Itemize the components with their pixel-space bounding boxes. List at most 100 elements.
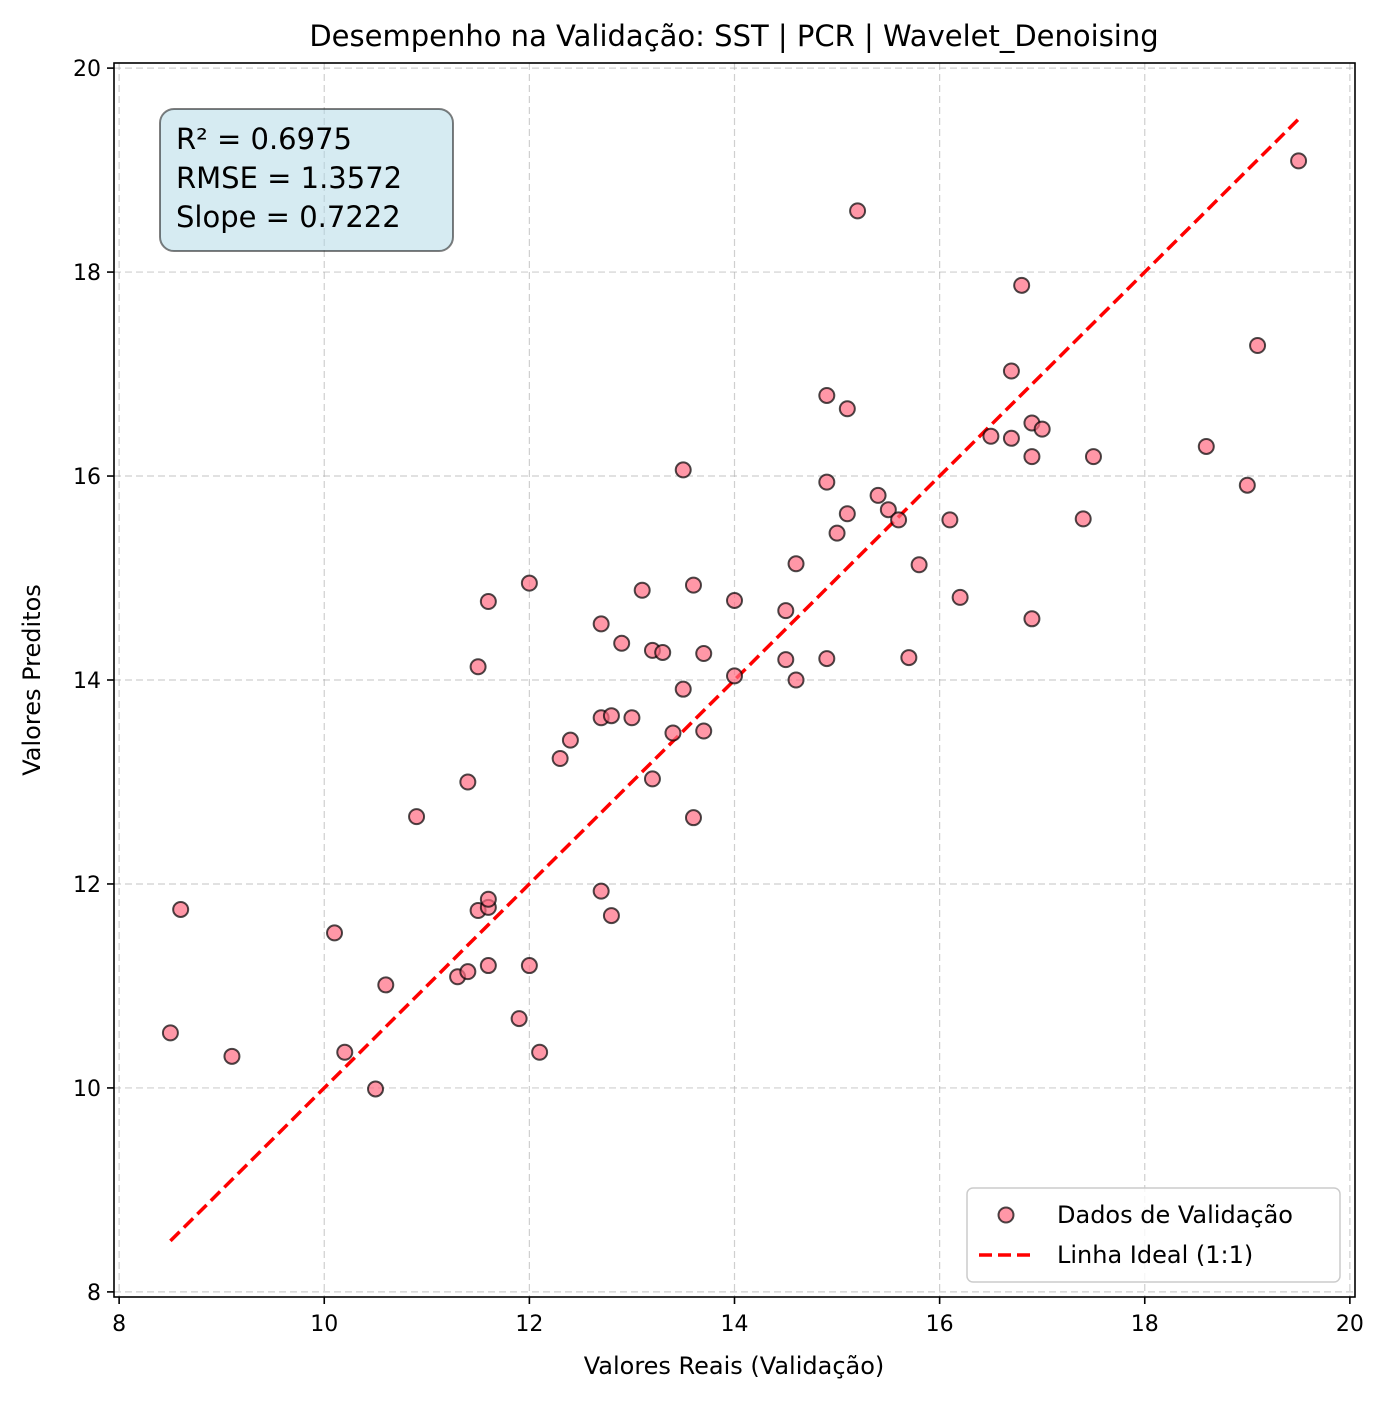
data-point bbox=[982, 427, 1000, 445]
data-point bbox=[459, 773, 477, 791]
x-tick-label: 12 bbox=[515, 1312, 543, 1337]
data-point bbox=[326, 924, 344, 942]
data-point bbox=[623, 709, 641, 727]
x-tick-label: 10 bbox=[310, 1312, 338, 1337]
data-point bbox=[479, 592, 497, 610]
legend-marker-validation bbox=[997, 1206, 1015, 1224]
data-point bbox=[818, 473, 836, 491]
data-point bbox=[1290, 152, 1308, 170]
stats-rmse: RMSE = 1.3572 bbox=[176, 161, 402, 195]
stats-slope: Slope = 0.7222 bbox=[176, 200, 401, 234]
y-tick-label: 14 bbox=[73, 669, 101, 694]
data-point bbox=[664, 724, 682, 742]
validation-points-series bbox=[161, 152, 1308, 1098]
data-point bbox=[1084, 448, 1102, 466]
data-point bbox=[479, 957, 497, 975]
data-point bbox=[910, 556, 928, 574]
data-point bbox=[613, 634, 631, 652]
data-point bbox=[1013, 276, 1031, 294]
data-point bbox=[643, 770, 661, 788]
x-axis-ticks: 8 10 12 14 16 18 20 bbox=[112, 1297, 1364, 1337]
data-point bbox=[531, 1043, 549, 1061]
data-point bbox=[551, 750, 569, 768]
data-point bbox=[1197, 437, 1215, 455]
x-tick-label: 16 bbox=[926, 1312, 954, 1337]
data-point bbox=[879, 501, 897, 519]
data-point bbox=[377, 976, 395, 994]
legend-label-validation: Dados de Validação bbox=[1057, 1201, 1293, 1229]
data-point bbox=[818, 386, 836, 404]
data-point bbox=[469, 658, 487, 676]
data-point bbox=[1033, 420, 1051, 438]
data-point bbox=[787, 555, 805, 573]
data-point bbox=[520, 574, 538, 592]
data-point bbox=[726, 667, 743, 685]
data-point bbox=[838, 400, 856, 418]
data-point bbox=[1238, 476, 1256, 494]
y-axis-ticks: 8 10 12 14 16 18 20 bbox=[73, 57, 114, 1306]
data-point bbox=[787, 671, 805, 689]
legend-box bbox=[966, 1187, 1341, 1283]
data-point bbox=[1002, 362, 1020, 380]
stats-box: R² = 0.6975 RMSE = 1.3572 Slope = 0.7222 bbox=[159, 108, 454, 252]
legend-label-ideal: Linha Ideal (1:1) bbox=[1057, 1241, 1253, 1269]
data-point bbox=[336, 1043, 354, 1061]
data-point bbox=[869, 486, 887, 504]
stats-r2: R² = 0.6975 bbox=[176, 122, 352, 156]
data-point bbox=[828, 524, 846, 542]
data-point bbox=[479, 890, 497, 908]
legend: Dados de Validação Linha Ideal (1:1) bbox=[966, 1187, 1341, 1283]
x-axis-label: Valores Reais (Validação) bbox=[584, 1352, 885, 1380]
data-point bbox=[684, 576, 702, 594]
chart-title: Desempenho na Validação: SST | PCR | Wav… bbox=[309, 19, 1158, 53]
data-point bbox=[520, 957, 538, 975]
data-point bbox=[592, 882, 610, 900]
data-point bbox=[633, 581, 651, 599]
stats-box-background bbox=[159, 108, 454, 252]
data-point bbox=[838, 505, 856, 523]
data-point bbox=[172, 900, 190, 918]
data-point bbox=[695, 722, 713, 740]
data-point bbox=[654, 643, 672, 661]
data-point bbox=[459, 963, 477, 981]
data-point bbox=[726, 591, 743, 609]
data-point bbox=[1249, 336, 1267, 354]
data-point bbox=[684, 809, 702, 827]
data-point bbox=[951, 588, 969, 606]
data-point bbox=[602, 707, 620, 725]
data-point bbox=[510, 1010, 528, 1028]
data-point bbox=[1023, 610, 1041, 628]
data-point bbox=[674, 461, 692, 479]
data-point bbox=[592, 615, 610, 633]
y-tick-label: 10 bbox=[73, 1077, 101, 1102]
data-point bbox=[223, 1047, 241, 1065]
data-point bbox=[367, 1080, 385, 1098]
data-point bbox=[161, 1024, 179, 1042]
data-point bbox=[777, 651, 795, 669]
data-point bbox=[900, 649, 918, 667]
data-point bbox=[561, 731, 579, 749]
data-point bbox=[602, 907, 620, 925]
x-tick-label: 8 bbox=[112, 1312, 126, 1337]
x-tick-label: 18 bbox=[1131, 1312, 1159, 1337]
y-axis-label: Valores Preditos bbox=[18, 584, 46, 776]
x-tick-label: 20 bbox=[1336, 1312, 1364, 1337]
data-point bbox=[1023, 448, 1041, 466]
data-point bbox=[1002, 429, 1020, 447]
data-point bbox=[695, 644, 713, 662]
y-tick-label: 20 bbox=[73, 57, 101, 82]
y-tick-label: 12 bbox=[73, 873, 101, 898]
data-point bbox=[890, 511, 908, 529]
y-tick-label: 8 bbox=[87, 1281, 101, 1306]
data-point bbox=[941, 511, 959, 529]
y-tick-label: 18 bbox=[73, 261, 101, 286]
data-point bbox=[777, 602, 795, 620]
x-tick-label: 14 bbox=[721, 1312, 749, 1337]
data-point bbox=[1074, 510, 1092, 528]
data-point bbox=[818, 650, 836, 668]
data-point bbox=[674, 680, 692, 698]
data-point bbox=[408, 808, 426, 826]
data-point bbox=[849, 202, 867, 220]
y-tick-label: 16 bbox=[73, 465, 101, 490]
